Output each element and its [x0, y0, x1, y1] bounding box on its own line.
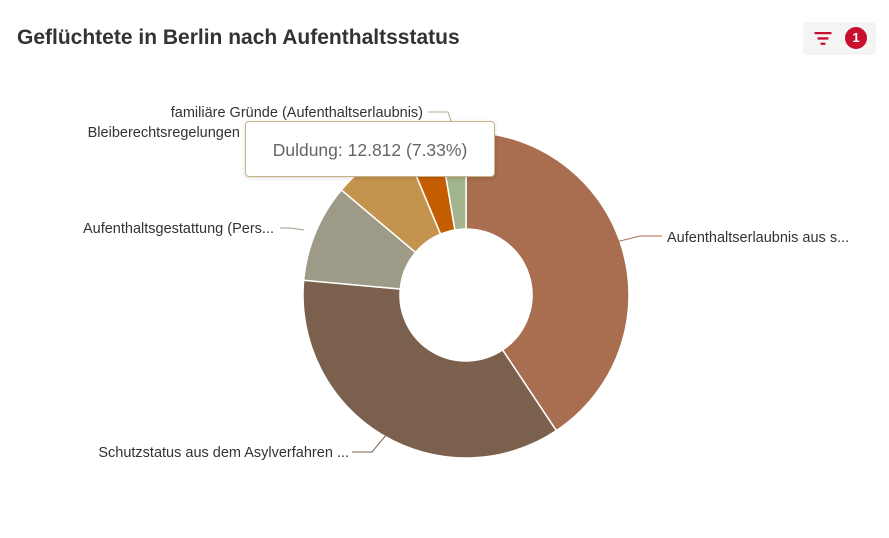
- slice-label-1: Aufenthaltserlaubnis aus s...: [667, 230, 849, 246]
- slice-label-3: Aufenthaltsgestattung (Pers...: [83, 221, 274, 237]
- slice-leader-line-1: [615, 235, 662, 243]
- slice-label-6: familiäre Gründe (Aufenthaltserlaubnis): [171, 105, 423, 121]
- filter-count-badge: 1: [845, 27, 867, 49]
- filter-button[interactable]: 1: [803, 22, 876, 55]
- slice-label-2: Schutzstatus aus dem Asylverfahren ...: [98, 445, 349, 461]
- slice-leader-line-2: [352, 433, 388, 453]
- chart-tooltip: Duldung: 12.812 (7.33%): [245, 121, 495, 177]
- pie-slice-2[interactable]: [302, 279, 558, 459]
- chart-title: Geflüchtete in Berlin nach Aufenthaltsst…: [17, 26, 460, 49]
- slice-label-5: Bleiberechtsregelungen: [88, 125, 240, 141]
- slice-leader-line-3: [280, 227, 305, 231]
- filter-icon: [814, 32, 832, 45]
